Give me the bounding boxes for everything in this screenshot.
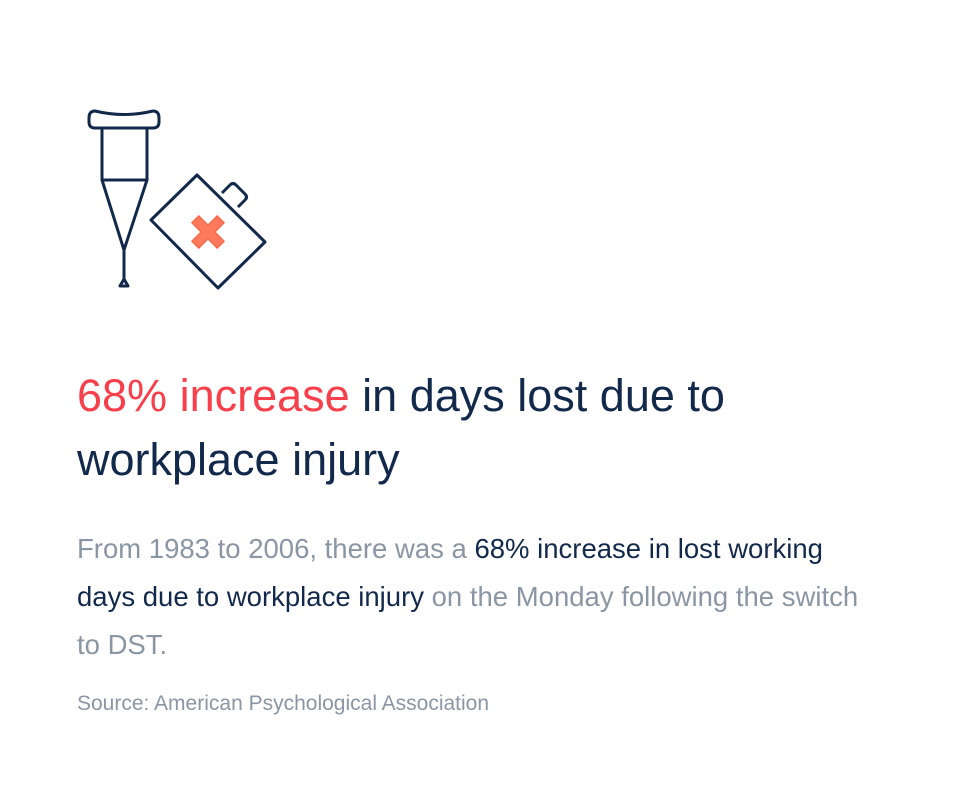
first-aid-kit-icon — [149, 173, 267, 290]
source-citation: Source: American Psychological Associati… — [77, 692, 490, 715]
headline: 68% increase in days lost due to workpla… — [77, 364, 877, 492]
crutch-and-first-aid-kit-icon — [87, 109, 267, 290]
crutch-icon — [87, 109, 161, 288]
description-lead: From 1983 to 2006, there was a — [77, 533, 475, 564]
description: From 1983 to 2006, there was a 68% incre… — [77, 525, 877, 669]
headline-rest: in days lost due to workplace injury — [77, 370, 725, 485]
description-tail: on the Monday following the switch to DS… — [77, 581, 859, 660]
medical-cross-icon — [191, 215, 225, 249]
headline-highlight: 68% increase — [77, 370, 350, 421]
description-emphasis: 68% increase in lost working days due to… — [77, 533, 823, 612]
